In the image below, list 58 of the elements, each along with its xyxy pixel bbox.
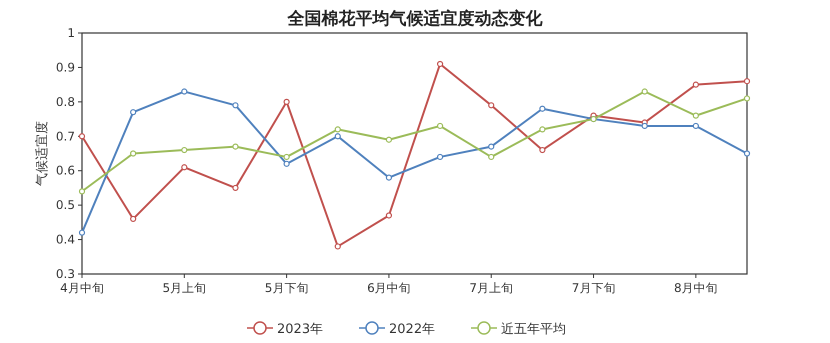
point: [692, 112, 699, 119]
point: [232, 102, 239, 108]
point: [744, 150, 750, 157]
point: [642, 122, 648, 130]
point: [692, 82, 699, 88]
point: [386, 212, 392, 219]
point: [78, 133, 86, 140]
point: [181, 146, 188, 154]
y-tick-label: 0.5: [56, 198, 75, 212]
point: [130, 150, 136, 157]
point: [539, 106, 546, 112]
point: [232, 144, 239, 150]
point: [284, 160, 290, 167]
y-tick-label: 0.8: [56, 94, 75, 109]
x-tick-label: 7月上旬: [469, 281, 514, 295]
y-axis-title: 气候适宜度: [34, 121, 50, 186]
point: [386, 136, 392, 143]
x-tick-label: 5月上旬: [162, 281, 206, 295]
chart-title: 全国棉花平均气候适宜度动态变化: [286, 9, 544, 29]
point: [232, 184, 239, 192]
point: [539, 146, 546, 154]
y-tick-label: 1: [67, 26, 75, 40]
point: [284, 154, 290, 160]
point: [334, 133, 341, 140]
point: [436, 122, 444, 130]
x-tick-label: 7月下旬: [572, 281, 616, 295]
point: [386, 174, 392, 181]
point: [334, 126, 341, 132]
point: [130, 109, 136, 116]
y-tick-label: 0.4: [56, 232, 75, 247]
point: [642, 88, 648, 95]
legend-label: 2022年: [389, 322, 436, 337]
x-tick-label: 6月中旬: [367, 281, 411, 295]
point: [488, 154, 494, 160]
point: [488, 144, 494, 150]
point: [692, 122, 699, 130]
point: [436, 154, 444, 160]
point: [539, 126, 546, 132]
legend-label: 近五年平均: [501, 322, 566, 337]
point: [488, 102, 494, 108]
y-tick-label: 0.7: [56, 129, 75, 144]
point: [78, 188, 86, 194]
x-tick-label: 4月中旬: [60, 281, 104, 295]
y-tick-label: 0.6: [56, 164, 75, 178]
point: [436, 60, 444, 68]
legend-label: 2023年: [277, 322, 324, 337]
x-tick-label: 5月下旬: [264, 281, 308, 295]
point: [284, 98, 290, 105]
point: [181, 88, 188, 95]
x-tick-label: 8月中旬: [674, 281, 718, 295]
point: [130, 216, 136, 222]
point: [334, 243, 341, 250]
point: [744, 78, 750, 84]
y-tick-label: 0.9: [56, 60, 75, 74]
point: [744, 95, 750, 102]
y-tick-label: 0.3: [56, 267, 75, 281]
point: [181, 164, 188, 170]
point: [78, 230, 86, 236]
